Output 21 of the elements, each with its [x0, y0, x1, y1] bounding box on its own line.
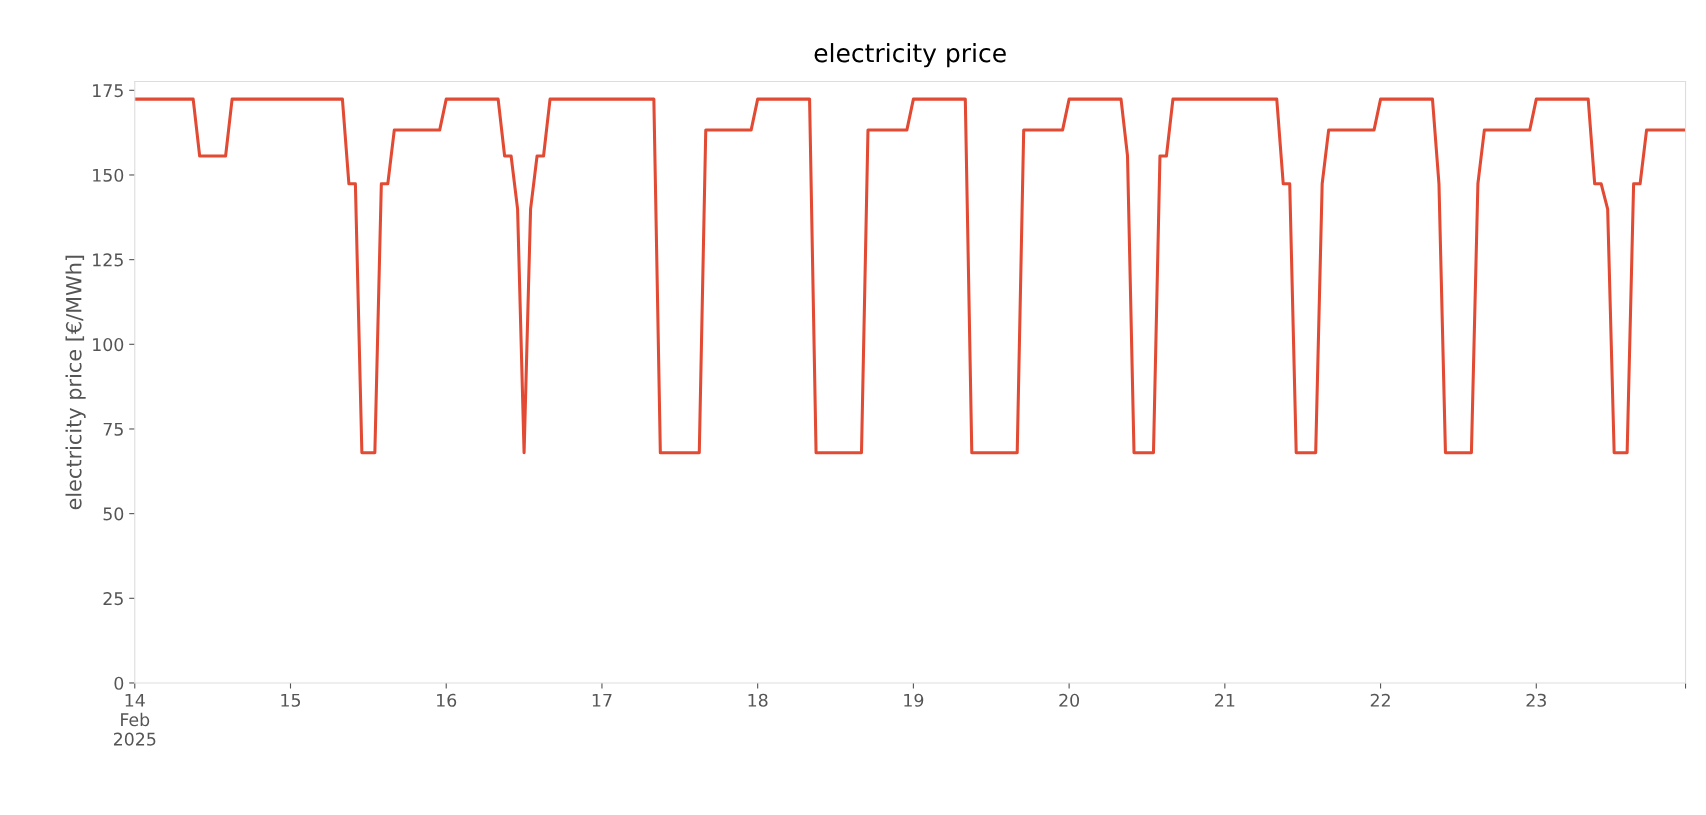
- x-tick-label: 18: [748, 693, 768, 707]
- chart-title: electricity price: [814, 43, 1006, 68]
- line-series: [134, 97, 1686, 455]
- x-tick-label: 14 Feb 2025: [113, 693, 156, 746]
- y-tick-label: 150: [93, 168, 124, 182]
- y-tick-label: 0: [114, 676, 124, 690]
- y-tick-label: 175: [93, 84, 123, 98]
- x-tick-label: 15: [281, 693, 301, 707]
- y-tick-label: 50: [103, 507, 124, 521]
- y-tick-label: 100: [93, 338, 124, 352]
- x-tick-label: 19: [904, 693, 924, 707]
- x-tick-label: 16: [437, 693, 457, 707]
- y-tick-label: 125: [93, 253, 123, 267]
- x-tick-label: 22: [1370, 693, 1390, 707]
- x-tick-label: 23: [1526, 693, 1546, 707]
- y-tick-label: 25: [103, 592, 123, 606]
- x-tick-label: 20: [1059, 693, 1080, 707]
- x-tick-label: 21: [1215, 693, 1235, 707]
- y-tick-label: 75: [103, 422, 123, 436]
- y-axis-title: electricity price [€/MWh]: [65, 255, 86, 510]
- x-tick-label: 17: [592, 693, 612, 707]
